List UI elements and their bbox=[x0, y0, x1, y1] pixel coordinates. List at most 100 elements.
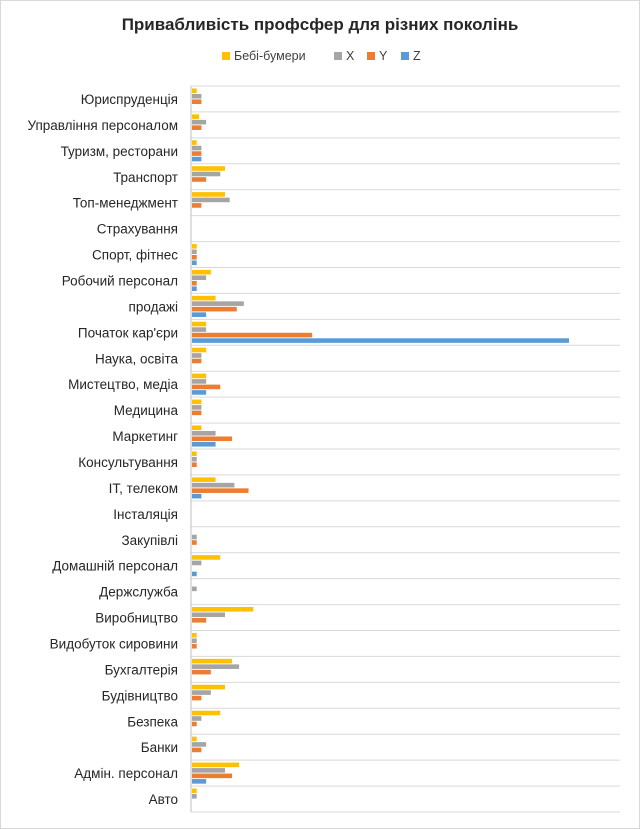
bar-1-4 bbox=[192, 166, 225, 171]
category-label: Адмін. персонал bbox=[74, 766, 178, 781]
legend-swatch-4 bbox=[401, 52, 409, 60]
category-label: IT, телеком bbox=[109, 481, 178, 496]
bar-4-27 bbox=[192, 779, 207, 784]
bar-2-8 bbox=[192, 275, 207, 281]
bar-1-9 bbox=[192, 295, 216, 301]
legend-swatch-2 bbox=[334, 52, 342, 60]
bar-3-8 bbox=[192, 280, 197, 286]
bar-2-22 bbox=[192, 638, 197, 644]
chart-legend: Бебі-бумери X Y Z bbox=[222, 49, 421, 63]
bar-2-16 bbox=[192, 482, 235, 488]
category-label: Топ-менеджмент bbox=[73, 196, 178, 211]
bar-3-3 bbox=[192, 151, 202, 156]
category-label: Авто bbox=[149, 792, 178, 807]
bar-series bbox=[192, 88, 569, 799]
bar-1-7 bbox=[192, 243, 197, 249]
bar-3-4 bbox=[192, 177, 207, 182]
category-label: Управління персоналом bbox=[27, 118, 178, 133]
bar-3-16 bbox=[192, 488, 249, 493]
bar-3-12 bbox=[192, 384, 221, 390]
bar-4-8 bbox=[192, 286, 197, 292]
bar-3-24 bbox=[192, 695, 202, 701]
bar-3-22 bbox=[192, 643, 197, 649]
bar-1-28 bbox=[192, 788, 197, 794]
bar-1-5 bbox=[192, 192, 225, 197]
bar-1-8 bbox=[192, 269, 211, 275]
legend-swatch-3 bbox=[367, 52, 375, 60]
bar-3-9 bbox=[192, 306, 237, 312]
bar-3-5 bbox=[192, 203, 202, 208]
bar-2-14 bbox=[192, 430, 216, 436]
legend-label-4: Z bbox=[413, 49, 421, 63]
bar-2-27 bbox=[192, 768, 225, 773]
bar-2-7 bbox=[192, 249, 197, 255]
bar-2-25 bbox=[192, 716, 202, 721]
bar-3-2 bbox=[192, 125, 202, 130]
legend-swatch-1 bbox=[222, 52, 230, 60]
category-label: Видобуток сировини bbox=[50, 636, 178, 651]
bar-3-10 bbox=[192, 332, 313, 338]
category-label: Безпека bbox=[127, 714, 178, 729]
bar-3-1 bbox=[192, 99, 202, 105]
bar-2-12 bbox=[192, 379, 207, 384]
bar-1-12 bbox=[192, 373, 207, 379]
bar-2-1 bbox=[192, 93, 202, 99]
legend-label-2: X bbox=[346, 49, 355, 63]
legend-label-3: Y bbox=[379, 49, 388, 63]
category-labels: Юриспруденція Управління персоналом Туризм… bbox=[27, 92, 178, 807]
bar-4-7 bbox=[192, 260, 197, 266]
bar-2-13 bbox=[192, 405, 202, 410]
bar-3-15 bbox=[192, 462, 197, 468]
bar-4-12 bbox=[192, 390, 207, 395]
bar-1-24 bbox=[192, 684, 225, 690]
bar-1-3 bbox=[192, 140, 197, 145]
bar-3-7 bbox=[192, 254, 197, 260]
category-label: Наука, освіта bbox=[95, 351, 179, 366]
bar-1-16 bbox=[192, 477, 216, 482]
bar-2-24 bbox=[192, 690, 211, 695]
category-label: Банки bbox=[141, 740, 178, 755]
category-label: Маркетинг bbox=[112, 429, 178, 444]
category-label: Початок кар'єри bbox=[78, 325, 178, 340]
category-label: Консультування bbox=[78, 455, 178, 470]
bar-1-19 bbox=[192, 555, 221, 560]
bar-1-22 bbox=[192, 632, 197, 638]
bar-3-14 bbox=[192, 436, 233, 442]
bar-2-18 bbox=[192, 534, 197, 540]
category-gridlines bbox=[191, 85, 620, 813]
category-label: Юриспруденція bbox=[81, 92, 178, 107]
bar-1-10 bbox=[192, 321, 207, 327]
bar-3-27 bbox=[192, 773, 233, 779]
bar-2-3 bbox=[192, 145, 202, 151]
bar-3-13 bbox=[192, 410, 202, 416]
bar-2-11 bbox=[192, 353, 202, 358]
bar-2-9 bbox=[192, 301, 244, 306]
category-label: Туризм, ресторани bbox=[61, 144, 178, 159]
category-label: Спорт, фітнес bbox=[92, 248, 178, 263]
bar-2-26 bbox=[192, 742, 207, 747]
category-label: Транспорт bbox=[113, 170, 178, 185]
category-label: Держслужба bbox=[99, 585, 178, 600]
bar-1-26 bbox=[192, 736, 197, 742]
category-label: Інсталяція bbox=[113, 507, 178, 522]
bar-4-10 bbox=[192, 338, 569, 343]
bar-4-19 bbox=[192, 571, 197, 577]
bar-2-23 bbox=[192, 664, 240, 669]
category-label: продажі bbox=[129, 299, 178, 314]
category-label: Домашній персонал bbox=[52, 559, 178, 574]
bar-2-10 bbox=[192, 327, 207, 332]
bar-1-15 bbox=[192, 451, 197, 457]
category-label: Закупівлі bbox=[121, 533, 178, 548]
bar-4-3 bbox=[192, 156, 202, 162]
bar-2-28 bbox=[192, 793, 197, 799]
bar-2-15 bbox=[192, 456, 197, 462]
bar-1-25 bbox=[192, 710, 221, 716]
category-label: Медицина bbox=[114, 403, 179, 418]
bar-2-5 bbox=[192, 197, 230, 203]
category-label: Робочий персонал bbox=[62, 273, 178, 288]
bar-3-26 bbox=[192, 747, 202, 753]
legend-label-1: Бебі-бумери bbox=[234, 49, 306, 63]
bar-2-21 bbox=[192, 612, 225, 618]
bar-2-20 bbox=[192, 586, 197, 592]
bar-1-11 bbox=[192, 347, 207, 353]
